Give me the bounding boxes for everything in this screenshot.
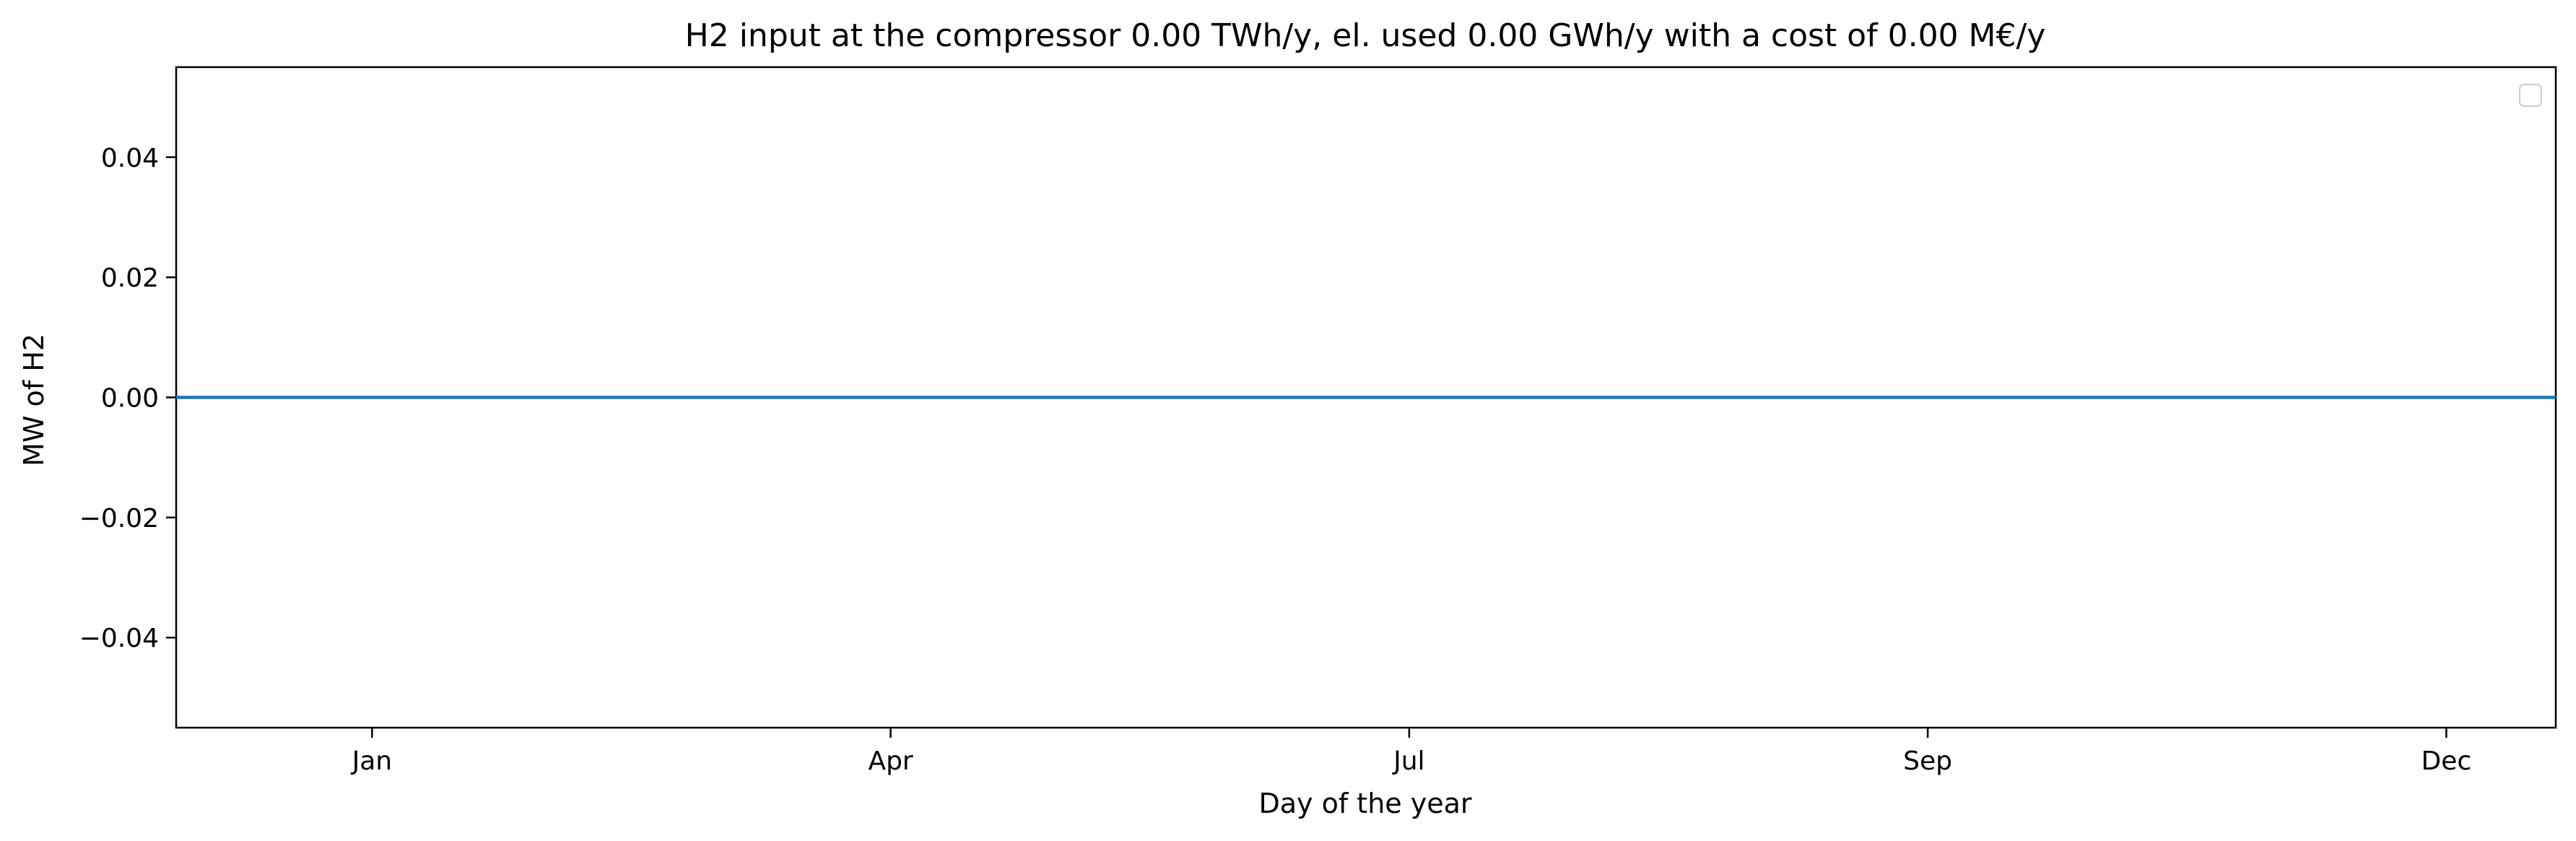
x-tick-label: Sep [1903, 746, 1952, 776]
y-tick-label: 0.00 [101, 384, 159, 414]
y-axis-label: MW of H2 [18, 334, 50, 466]
y-tick-label: 0.02 [101, 263, 159, 293]
y-tick-label: 0.04 [101, 144, 159, 173]
y-tick-label: −0.04 [79, 624, 159, 653]
x-tick-label: Jul [1392, 746, 1424, 776]
legend-box[interactable] [2519, 84, 2542, 107]
y-tick-label: −0.02 [79, 504, 159, 533]
x-axis: Jan Apr Jul Sep Dec [351, 728, 2472, 776]
y-axis: 0.04 0.02 0.00 −0.02 −0.04 [79, 144, 176, 653]
x-tick-label: Apr [868, 746, 913, 776]
x-tick-label: Jan [351, 746, 393, 776]
x-axis-label: Day of the year [1258, 788, 1471, 819]
x-tick-label: Dec [2421, 746, 2472, 776]
chart-title: H2 input at the compressor 0.00 TWh/y, e… [685, 17, 2046, 54]
